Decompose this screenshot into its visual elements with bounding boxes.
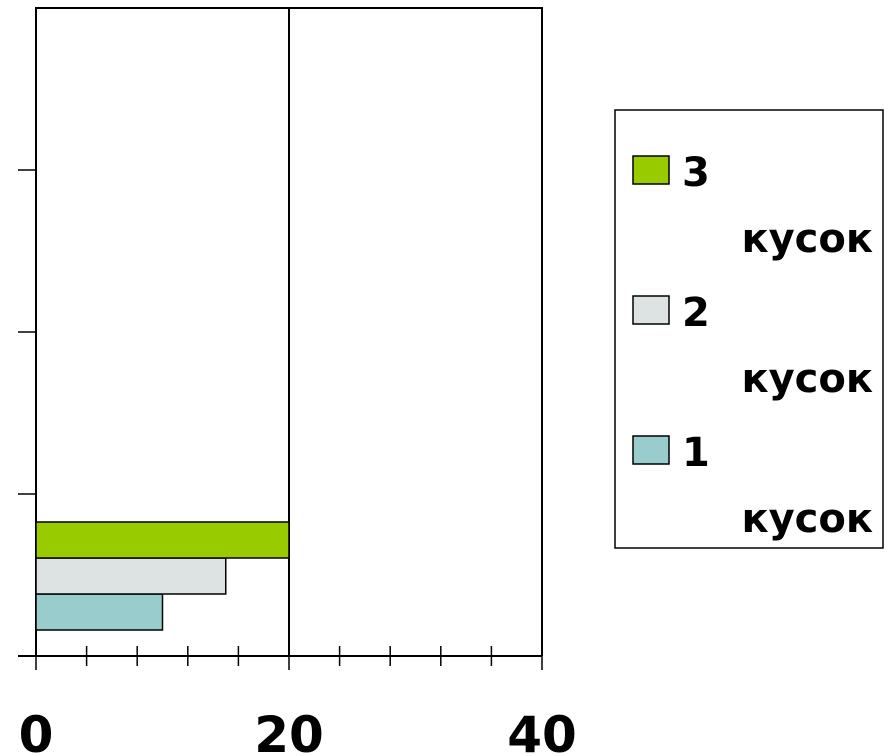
legend-number-1: 1 [682,430,710,476]
legend-word-3: кусок [741,216,873,262]
x-tick-labels: 0 20 40 [19,706,577,756]
legend-swatch-2 [632,295,670,325]
bar-series-2 [35,557,227,595]
x-tick-label: 40 [507,706,577,756]
x-tick-label: 0 [19,706,54,756]
legend-swatch-1 [632,435,670,465]
axes-group [18,169,543,670]
x-tick-label: 20 [254,706,324,756]
bar-series-3 [35,521,290,559]
bars-group [35,521,290,631]
legend-word-1: кусок [741,496,873,542]
legend-number-2: 2 [682,290,710,336]
legend: 3 кусок 2 кусок 1 кусок [614,109,884,549]
legend-number-3: 3 [682,150,710,196]
bar-series-1 [35,593,164,631]
legend-swatch-3 [632,155,670,185]
legend-word-2: кусок [741,356,873,402]
